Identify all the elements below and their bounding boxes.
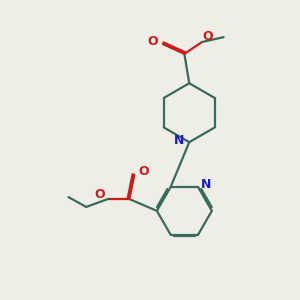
Text: N: N — [174, 134, 184, 147]
Text: O: O — [148, 34, 158, 48]
Text: N: N — [201, 178, 211, 190]
Text: O: O — [202, 30, 213, 43]
Text: O: O — [94, 188, 105, 201]
Text: O: O — [139, 165, 149, 178]
